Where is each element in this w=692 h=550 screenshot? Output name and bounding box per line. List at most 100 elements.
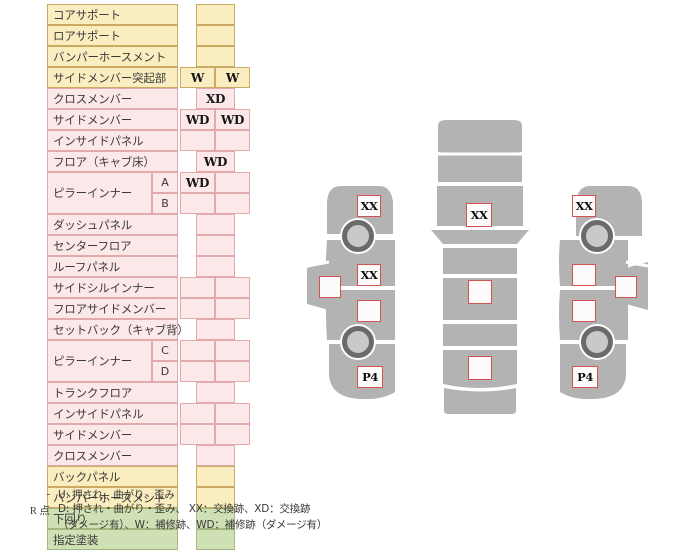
marker-cell-center[interactable]: [196, 214, 235, 235]
marker-cell-center[interactable]: [196, 529, 235, 550]
row-label: サイドメンバー突起部: [47, 67, 178, 88]
legend-key-dash: -: [46, 489, 51, 500]
row-sublabel: C: [152, 340, 178, 361]
table-row: ダッシュパネル: [47, 214, 252, 235]
trunk-lid-marker[interactable]: [468, 356, 492, 380]
row-label: センターフロア: [47, 235, 178, 256]
left-mirror-panel: [307, 262, 329, 310]
table-row: ロアサポート: [47, 25, 252, 46]
marker-cell-left[interactable]: [180, 340, 215, 361]
row-label: 下回り: [47, 508, 178, 529]
right-mirror-marker[interactable]: [615, 276, 637, 298]
right-quarter-panel-marker[interactable]: P4: [572, 366, 598, 388]
table-row: フロア（キャブ床） WD: [47, 151, 252, 172]
marker-cell-left[interactable]: [180, 130, 215, 151]
table-row: トランクフロア: [47, 382, 252, 403]
row-label: インサイドパネル: [47, 130, 178, 151]
legend-key-rpoint: R 点: [29, 506, 50, 517]
marker-cell-left[interactable]: WD: [180, 109, 215, 130]
marker-cell-center[interactable]: [196, 466, 235, 487]
table-row: クロスメンバー: [47, 445, 252, 466]
row-label: バックパネル: [47, 466, 178, 487]
table-row: セットバック（キャブ背）: [47, 319, 252, 340]
row-label: バンパーホースメント: [47, 487, 178, 508]
marker-cell-left[interactable]: [180, 424, 215, 445]
marker-cell-right[interactable]: [215, 424, 250, 445]
row-label: サイドシルインナー: [47, 277, 178, 298]
marker-cell-left[interactable]: [180, 298, 215, 319]
left-quarter-panel-marker[interactable]: P4: [357, 366, 383, 388]
table-row: サイドシルインナー: [47, 277, 252, 298]
legend-text-u: U: 押され、曲がり、歪み: [58, 489, 175, 501]
table-row: ルーフパネル: [47, 256, 252, 277]
legend-row-1: - U: 押され、曲がり、歪み: [14, 489, 374, 502]
left-mirror-marker[interactable]: [319, 276, 341, 298]
roof-marker[interactable]: [468, 280, 492, 304]
row-sublabel: A: [152, 172, 178, 193]
damage-table: コアサポート ロアサポート バンパーホースメント サイドメンバー突起部 W W クロスメンバ…: [47, 4, 252, 550]
row-label: サイドメンバー: [47, 109, 178, 130]
marker-cell-right[interactable]: [215, 340, 250, 361]
row-label: ダッシュパネル: [47, 214, 178, 235]
left-front-fender-marker[interactable]: XX: [357, 195, 381, 217]
row-label: トランクフロア: [47, 382, 178, 403]
roof-front-panel: [443, 248, 517, 274]
row-label: フロアサイドメンバー: [47, 298, 178, 319]
marker-cell-right[interactable]: WD: [215, 109, 250, 130]
row-label: コアサポート: [47, 4, 178, 25]
hood-marker[interactable]: XX: [466, 203, 492, 227]
marker-cell-right[interactable]: [215, 298, 250, 319]
marker-cell-center[interactable]: [196, 445, 235, 466]
row-label: ピラーインナー: [47, 172, 152, 214]
wheel-front-right: [581, 220, 613, 252]
bonnet-front-panel: [438, 152, 522, 182]
table-row: サイドメンバー WD WD: [47, 109, 252, 130]
table-row: インサイドパネル: [47, 130, 252, 151]
row-sublabel: B: [152, 193, 178, 214]
marker-cell-center[interactable]: [196, 319, 235, 340]
legend-text-d: D: 押され・曲がり・歪み、 XX：交換跡、XD：交換跡: [58, 503, 311, 515]
marker-cell-center[interactable]: WD: [196, 151, 235, 172]
marker-cell-center[interactable]: [196, 4, 235, 25]
marker-cell-center[interactable]: [196, 256, 235, 277]
right-mirror-panel: [626, 262, 648, 310]
rear-bumper-panel: [444, 388, 516, 414]
row-label: 指定塗装: [47, 529, 178, 550]
marker-cell-left[interactable]: [180, 277, 215, 298]
marker-cell-right[interactable]: [215, 403, 250, 424]
marker-cell-right[interactable]: [215, 361, 250, 382]
marker-cell-center[interactable]: XD: [196, 88, 235, 109]
marker-cell-left[interactable]: [180, 193, 215, 214]
marker-cell-center[interactable]: [196, 487, 235, 508]
row-sublabel: D: [152, 361, 178, 382]
table-row: ピラーインナー A WD: [47, 172, 252, 214]
row-label: ピラーインナー: [47, 340, 152, 382]
table-row: 下回り: [47, 508, 252, 529]
marker-cell-center[interactable]: [196, 46, 235, 67]
row-label: バンパーホースメント: [47, 46, 178, 67]
marker-cell-right[interactable]: [215, 172, 250, 193]
marker-cell-right[interactable]: W: [215, 67, 250, 88]
left-rear-door-marker[interactable]: [357, 300, 381, 322]
legend: - U: 押され、曲がり、歪み R 点 D: 押され・曲がり・歪み、 XX：交換…: [14, 489, 374, 532]
marker-cell-center[interactable]: [196, 508, 235, 529]
legend-text-continued: （ダメージ有）、W：補修跡、WD：補修跡（ダメージ有）: [58, 519, 328, 531]
marker-cell-right[interactable]: [215, 193, 250, 214]
right-rear-door-marker[interactable]: [572, 300, 596, 322]
marker-cell-right[interactable]: [215, 130, 250, 151]
marker-cell-center[interactable]: [196, 25, 235, 46]
row-label: インサイドパネル: [47, 403, 178, 424]
right-front-fender-marker[interactable]: XX: [572, 195, 596, 217]
vehicle-diagram: XX XX XX XX P4 P4: [305, 120, 690, 420]
marker-cell-left[interactable]: WD: [180, 172, 215, 193]
marker-cell-center[interactable]: [196, 382, 235, 403]
marker-cell-left[interactable]: [180, 403, 215, 424]
marker-cell-left[interactable]: [180, 361, 215, 382]
marker-cell-left[interactable]: W: [180, 67, 215, 88]
right-front-door-marker[interactable]: [572, 264, 596, 286]
marker-cell-center[interactable]: [196, 235, 235, 256]
table-row: コアサポート: [47, 4, 252, 25]
marker-cell-right[interactable]: [215, 277, 250, 298]
inspection-sheet: コアサポート ロアサポート バンパーホースメント サイドメンバー突起部 W W クロスメンバ…: [14, 4, 690, 550]
left-front-door-marker[interactable]: XX: [357, 264, 381, 286]
